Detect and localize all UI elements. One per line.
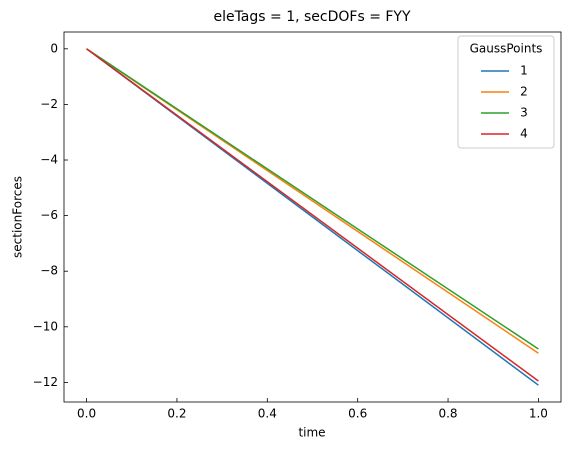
y-tick-label: −12 [33, 375, 58, 389]
x-tick-label: 0.0 [77, 407, 96, 421]
y-tick-label: −10 [33, 319, 58, 333]
line-series [86, 48, 539, 350]
y-tick-label: −6 [40, 208, 58, 222]
y-tick-label: −4 [40, 153, 58, 167]
x-tick-label: 0.8 [438, 407, 457, 421]
line-series [86, 48, 539, 382]
x-tick-label: 0.4 [258, 407, 277, 421]
y-tick-label: −8 [40, 264, 58, 278]
plot-frame [63, 31, 562, 403]
x-tick-label: 0.2 [167, 407, 186, 421]
legend-label: 2 [520, 85, 528, 99]
x-tick-label: 0.6 [348, 407, 367, 421]
y-tick-label: −2 [40, 97, 58, 111]
x-axis-label: time [298, 426, 325, 440]
legend-label: 1 [520, 64, 528, 78]
chart-title: eleTags = 1, secDOFs = FYY [213, 9, 411, 25]
x-tick-label: 1.0 [529, 407, 548, 421]
y-axis-label: sectionForces [11, 176, 25, 258]
y-tick-label: 0 [50, 41, 58, 55]
legend-label: 4 [520, 127, 528, 141]
legend-title: GaussPoints [470, 42, 543, 56]
legend-label: 3 [520, 106, 528, 120]
